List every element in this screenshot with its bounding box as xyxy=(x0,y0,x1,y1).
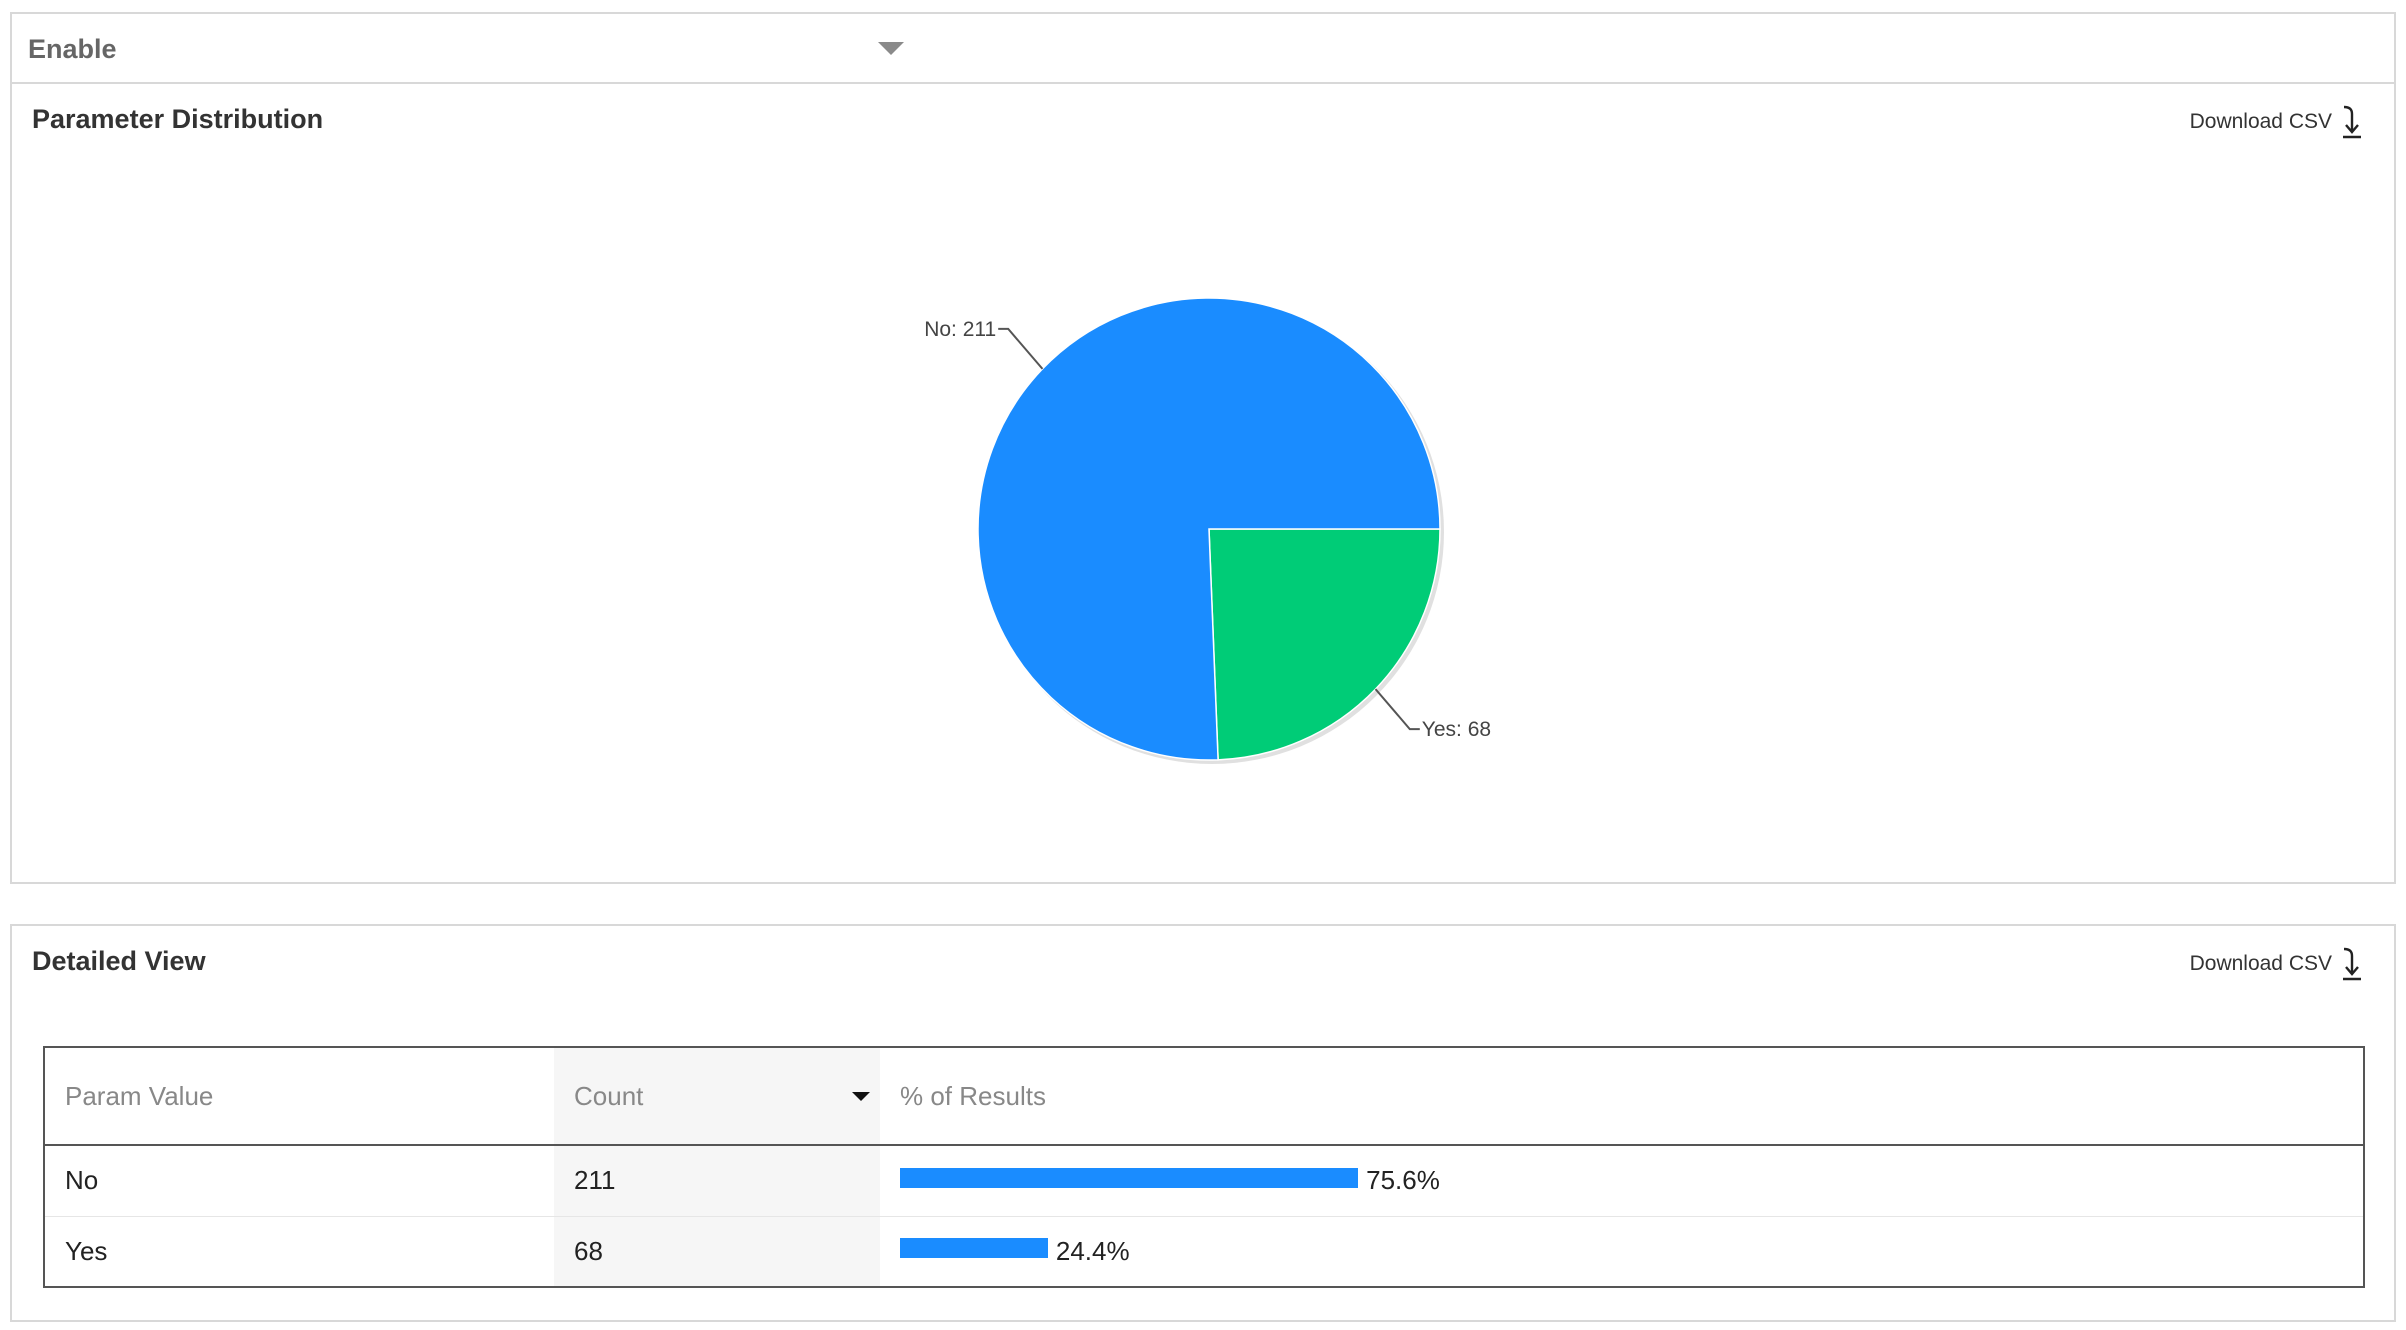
percent-cell: 75.6% xyxy=(880,1145,2364,1217)
detail-panel-title: Detailed View xyxy=(32,946,206,976)
count-cell: 68 xyxy=(554,1216,880,1287)
sort-desc-icon[interactable] xyxy=(852,1092,870,1101)
percent-bar xyxy=(900,1167,1359,1188)
percent-label: 75.6% xyxy=(1366,1165,1440,1196)
download-arrow-icon xyxy=(2343,947,2361,981)
download-csv-label: Download CSV xyxy=(2189,952,2332,975)
column-header-percent[interactable]: % of Results xyxy=(880,1047,2364,1146)
distribution-panel-title: Parameter Distribution xyxy=(32,104,324,134)
pie-label-no: No: 211 xyxy=(924,318,996,341)
caret-down-icon[interactable] xyxy=(878,42,904,55)
pie-label-yes: Yes: 68 xyxy=(1422,718,1491,741)
count-cell: 211 xyxy=(554,1145,880,1217)
download-csv-button[interactable]: Download CSV xyxy=(2190,946,2368,982)
param-value-cell: No xyxy=(44,1145,554,1217)
percent-bar xyxy=(900,1238,1048,1259)
download-csv-button[interactable]: Download CSV xyxy=(2190,104,2368,140)
pie-slice-no[interactable] xyxy=(977,297,1441,761)
pie-chart: Yes: 68 No: 211 xyxy=(924,297,1491,764)
table-row: No 211 75.6% xyxy=(44,1145,2364,1217)
pie-leader-line xyxy=(1374,688,1420,731)
pie-leader-line xyxy=(998,327,1044,370)
download-arrow-icon xyxy=(2343,105,2361,139)
parameter-select-value: Enable xyxy=(28,34,117,64)
detail-table: Param Value Count % of Results No 211 75… xyxy=(43,1046,2365,1288)
table-row: Yes 68 24.4% xyxy=(44,1216,2364,1287)
download-csv-label: Download CSV xyxy=(2189,110,2332,133)
detail-panel: Detailed View Download CSV Param Value C… xyxy=(10,924,2396,1322)
parameter-select[interactable]: Enable xyxy=(10,12,2396,84)
distribution-panel: Yes: 68 No: 211 Parameter Distribution Do… xyxy=(10,82,2396,884)
param-value-cell: Yes xyxy=(65,1235,108,1266)
column-header-count[interactable]: Count xyxy=(554,1047,880,1146)
percent-cell: 24.4% xyxy=(880,1216,2364,1287)
column-header-count-label: Count xyxy=(574,1080,644,1111)
column-header-param-value[interactable]: Param Value xyxy=(44,1047,554,1146)
percent-label: 24.4% xyxy=(1055,1235,1130,1266)
table-header-row: Param Value Count % of Results xyxy=(44,1047,2364,1146)
